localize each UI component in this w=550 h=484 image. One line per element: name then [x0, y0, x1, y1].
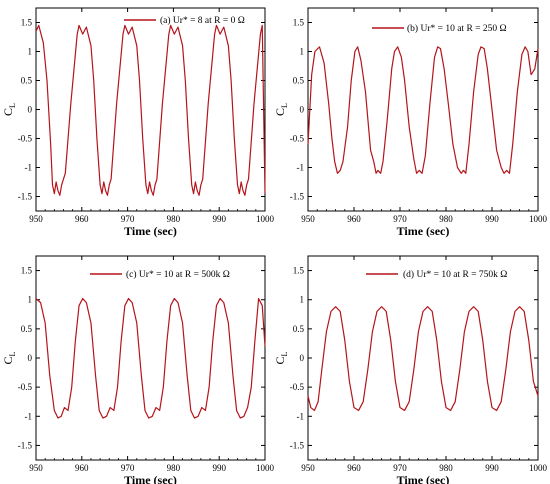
- y-tick-label: 0: [300, 105, 305, 115]
- y-tick-label: 1.5: [293, 18, 305, 28]
- x-tick-label: 1000: [529, 214, 548, 224]
- x-tick-label: 980: [167, 214, 181, 224]
- plot-frame: [307, 7, 539, 212]
- y-tick-label: -1: [297, 411, 305, 421]
- y-tick-label: -0.5: [18, 382, 33, 392]
- y-axis-label-main: C: [1, 356, 15, 364]
- y-axis-label-main: C: [273, 108, 287, 116]
- y-tick-label: 1.5: [293, 266, 305, 276]
- y-tick-label: -1: [25, 411, 33, 421]
- y-tick-label: -0.5: [290, 382, 305, 392]
- legend-label: (d) Ur* = 10 at R = 750k Ω: [403, 269, 507, 280]
- y-tick-label: 0.5: [293, 76, 305, 86]
- y-tick-label: 1: [28, 47, 33, 57]
- x-tick-label: 1000: [256, 463, 275, 473]
- y-tick-label: -0.5: [18, 134, 33, 144]
- y-axis-label: CL: [273, 103, 289, 116]
- chart-panel-a: 950 960 970 980 990 1000 1.5 1 0.5 0 -0.5 -1 -1.5 (a)…: [1, 7, 275, 238]
- x-tick-label: 980: [167, 463, 181, 473]
- x-axis-label: Time (sec): [397, 473, 450, 484]
- x-tick-label: 950: [301, 214, 315, 224]
- y-tick-label: -1.5: [290, 440, 305, 450]
- chart-panel-d: 950 960 970 980 990 1000 1.5 1 0.5 0 -0.5 -1 -1.5 (d)…: [273, 255, 548, 484]
- y-axis-label-subscript: L: [8, 103, 17, 108]
- x-tick-label: 950: [29, 214, 43, 224]
- y-tick-label: -1: [297, 163, 305, 173]
- chart-panel-c: 950 960 970 980 990 1000 1.5 1 0.5 0 -0.5 -1 -1.5 (c)…: [1, 255, 275, 484]
- x-tick-label: 970: [121, 463, 135, 473]
- y-tick-label: 1: [300, 295, 305, 305]
- series-line: [35, 297, 266, 419]
- y-tick-label: -1.5: [18, 192, 33, 202]
- y-tick-label: 0: [28, 353, 33, 363]
- x-tick-label: 980: [439, 463, 453, 473]
- y-axis-label: CL: [1, 351, 17, 364]
- y-axis-label: CL: [1, 103, 17, 116]
- plot-frame: [35, 255, 266, 461]
- x-tick-label: 960: [75, 214, 89, 224]
- y-tick-label: 1.5: [21, 18, 33, 28]
- x-tick-label: 990: [485, 214, 499, 224]
- series-line: [35, 24, 266, 196]
- legend-label: (b) Ur* = 10 at R = 250 Ω: [407, 23, 507, 34]
- plot-frame: [307, 255, 539, 461]
- x-tick-label: 950: [29, 463, 43, 473]
- y-tick-label: 0: [300, 353, 305, 363]
- y-tick-label: 0.5: [21, 324, 33, 334]
- x-tick-label: 960: [75, 463, 89, 473]
- x-axis-label: Time (sec): [124, 473, 177, 484]
- y-tick-label: -0.5: [290, 134, 305, 144]
- x-tick-label: 970: [393, 214, 407, 224]
- y-tick-label: 1: [28, 295, 33, 305]
- y-tick-label: 1: [300, 47, 305, 57]
- x-tick-label: 950: [301, 463, 315, 473]
- y-axis-label-main: C: [1, 108, 15, 116]
- x-tick-label: 980: [439, 214, 453, 224]
- legend-label: (a) Ur* = 8 at R = 0 Ω: [160, 15, 245, 26]
- x-tick-label: 990: [485, 463, 499, 473]
- x-tick-label: 1000: [529, 463, 548, 473]
- legend-label: (c) Ur* = 10 at R = 500k Ω: [126, 269, 230, 280]
- x-tick-label: 970: [121, 214, 135, 224]
- x-tick-label: 970: [393, 463, 407, 473]
- y-axis-label: CL: [273, 351, 289, 364]
- x-tick-label: 990: [212, 463, 226, 473]
- x-axis-label: Time (sec): [397, 224, 450, 238]
- x-tick-label: 990: [212, 214, 226, 224]
- y-axis-label-subscript: L: [280, 351, 289, 356]
- y-axis-label-subscript: L: [8, 351, 17, 356]
- y-tick-label: 0.5: [21, 76, 33, 86]
- x-axis-label: Time (sec): [124, 224, 177, 238]
- y-tick-label: -1.5: [18, 440, 33, 450]
- x-tick-label: 960: [347, 214, 361, 224]
- y-tick-label: 1.5: [21, 266, 33, 276]
- series-line: [307, 306, 539, 412]
- y-axis-label-subscript: L: [280, 103, 289, 108]
- y-tick-label: -1: [25, 163, 33, 173]
- x-tick-label: 960: [347, 463, 361, 473]
- chart-panel-b: 950 960 970 980 990 1000 1.5 1 0.5 0 -0.5 -1 -1.5 (b)…: [273, 7, 548, 238]
- y-tick-label: -1.5: [290, 192, 305, 202]
- x-tick-label: 1000: [256, 214, 275, 224]
- y-tick-label: 0: [28, 105, 33, 115]
- series-line: [307, 46, 539, 174]
- y-axis-label-main: C: [273, 356, 287, 364]
- y-tick-label: 0.5: [293, 324, 305, 334]
